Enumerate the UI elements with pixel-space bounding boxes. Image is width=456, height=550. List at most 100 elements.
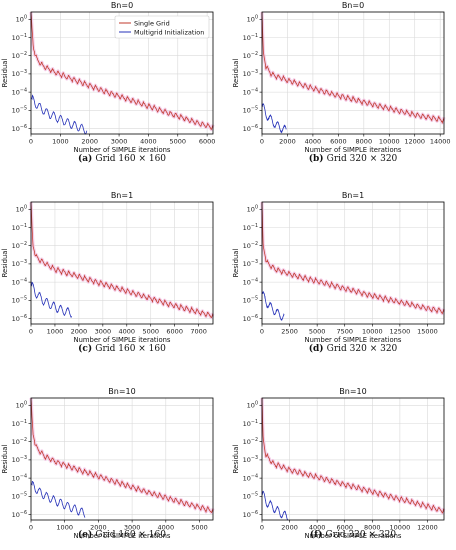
y-tick-label: 10−5 <box>12 106 27 115</box>
x-tick-label: 8000 <box>356 138 373 146</box>
x-tick-label: 2000 <box>281 524 298 532</box>
y-axis-label: Residual <box>232 249 240 278</box>
chart-title: Bn=0 <box>342 1 364 10</box>
y-tick-label: 100 <box>16 205 27 214</box>
x-tick-label: 0 <box>29 328 33 336</box>
x-tick-label: 3000 <box>95 328 112 336</box>
y-tick-label: 10−6 <box>243 314 258 323</box>
chart-panel-6: 0 2000 4000 6000 8000 10000 12000 100 10−1 10−2 10… <box>232 387 446 540</box>
y-tick-label: 10−3 <box>243 69 258 78</box>
x-axis-label: Number of SIMPLE iterations <box>74 532 171 540</box>
y-tick-label: 10−3 <box>243 259 258 268</box>
figure-caption: (c) Grid 160 × 160 <box>78 343 166 354</box>
y-tick-label: 10−6 <box>12 124 27 133</box>
series-halo <box>260 11 446 125</box>
y-axis-label: Residual <box>232 445 240 474</box>
x-tick-label: 10000 <box>362 328 383 336</box>
x-tick-label: 6000 <box>330 138 347 146</box>
y-tick-label: 10−2 <box>243 241 258 250</box>
chart-panel-1: 0 1000 2000 3000 4000 5000 6000 100 10−1 10−2 10−3… <box>1 1 215 164</box>
x-tick-label: 12000 <box>417 524 438 532</box>
figure-caption: (a) Grid 160 × 160 <box>78 153 166 164</box>
axes-frame <box>30 11 214 135</box>
x-tick-label: 8000 <box>364 524 381 532</box>
x-tick-label: 5000 <box>170 138 187 146</box>
y-tick-label: 10−1 <box>243 33 258 42</box>
y-tick-label: 10−1 <box>12 419 27 428</box>
chart-panel-3: 0 1000 2000 3000 4000 5000 6000 7000 100 10−1 10−2… <box>1 191 215 354</box>
y-tick-label: 10−5 <box>12 296 27 305</box>
x-axis-label: Number of SIMPLE iterations <box>305 532 402 540</box>
legend-label-multigrid: Multigrid Initialization <box>134 28 204 36</box>
y-tick-label: 10−4 <box>12 87 27 96</box>
y-tick-label: 10−1 <box>12 33 27 42</box>
y-tick-label: 10−1 <box>12 223 27 232</box>
y-tick-label: 10−2 <box>12 241 27 250</box>
chart-title: Bn=10 <box>339 387 366 396</box>
x-tick-label: 2000 <box>71 328 88 336</box>
chart-title: Bn=1 <box>342 191 364 200</box>
x-tick-label: 0 <box>260 138 264 146</box>
axes-frame <box>261 397 445 521</box>
figure-caption: (b) Grid 320 × 320 <box>309 153 398 164</box>
y-tick-label: 10−4 <box>12 473 27 482</box>
series-halo <box>29 397 215 515</box>
y-tick-label: 100 <box>247 401 258 410</box>
y-axis-label: Residual <box>232 59 240 88</box>
y-tick-label: 10−1 <box>243 419 258 428</box>
x-tick-label: 5000 <box>142 328 159 336</box>
y-axis-label: Residual <box>1 445 9 474</box>
x-tick-label: 2000 <box>90 524 107 532</box>
axes-frame <box>30 397 214 521</box>
x-tick-label: 1000 <box>52 138 69 146</box>
y-tick-label: 10−3 <box>12 455 27 464</box>
series-line-single-grid <box>30 397 214 514</box>
y-tick-label: 10−2 <box>12 51 27 60</box>
axes-frame <box>261 11 445 135</box>
x-tick-label: 2500 <box>281 328 298 336</box>
x-axis-label: Number of SIMPLE iterations <box>305 336 402 344</box>
x-axis-label: Number of SIMPLE iterations <box>74 336 171 344</box>
figure-caption: (d) Grid 320 × 320 <box>309 343 398 354</box>
x-tick-label: 6000 <box>336 524 353 532</box>
axes-frame <box>261 201 445 325</box>
series-line-single-grid <box>261 11 445 125</box>
y-tick-label: 10−3 <box>12 259 27 268</box>
x-tick-label: 4000 <box>309 524 326 532</box>
x-tick-label: 3000 <box>111 138 128 146</box>
series-line-single-grid <box>261 397 445 514</box>
x-tick-label: 0 <box>260 524 264 532</box>
y-tick-label: 10−1 <box>243 223 258 232</box>
series-line-single-grid <box>261 201 445 315</box>
x-tick-label: 7000 <box>190 328 207 336</box>
figure-caption: (f) Grid 320 × 320 <box>310 529 396 540</box>
series-line-multigrid <box>30 94 88 135</box>
y-tick-label: 10−4 <box>243 87 258 96</box>
series-line-single-grid <box>30 201 214 319</box>
x-axis-label: Number of SIMPLE iterations <box>305 146 402 154</box>
x-tick-label: 1000 <box>56 524 73 532</box>
x-tick-label: 2000 <box>279 138 296 146</box>
figure-caption: (e) Grid 160 × 160 <box>78 529 166 540</box>
y-tick-label: 100 <box>247 205 258 214</box>
chart-panel-5: 0 1000 2000 3000 4000 5000 100 10−1 10−2 10−3 10−4… <box>1 387 215 540</box>
y-tick-label: 10−4 <box>243 277 258 286</box>
legend-label-single-grid: Single Grid <box>134 19 170 27</box>
chart-panel-4: 0 2500 5000 7500 10000 12500 15000 100 10−1 10−2 1… <box>232 191 446 354</box>
x-tick-label: 10000 <box>390 524 411 532</box>
y-tick-label: 100 <box>247 15 258 24</box>
x-tick-label: 5000 <box>309 328 326 336</box>
x-tick-label: 4000 <box>119 328 136 336</box>
y-tick-label: 100 <box>16 15 27 24</box>
x-tick-label: 14000 <box>430 138 451 146</box>
x-tick-label: 15000 <box>417 328 438 336</box>
y-tick-label: 10−2 <box>12 437 27 446</box>
axes-frame <box>30 201 214 325</box>
y-tick-label: 10−6 <box>12 314 27 323</box>
series-line-multigrid <box>30 281 73 318</box>
y-tick-label: 10−6 <box>243 510 258 519</box>
legend-box <box>114 15 210 39</box>
x-tick-label: 4000 <box>305 138 322 146</box>
y-tick-label: 10−3 <box>243 455 258 464</box>
